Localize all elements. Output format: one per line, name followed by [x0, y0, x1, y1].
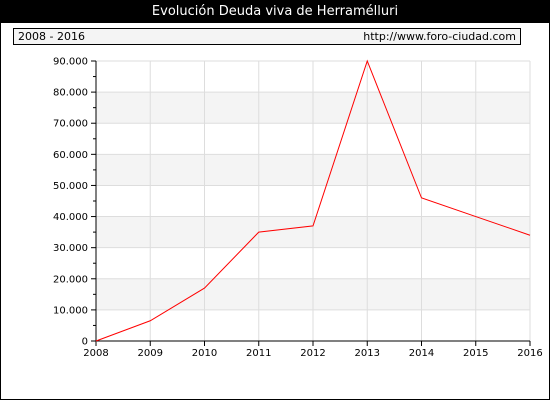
y-tick-label: 0	[82, 337, 88, 348]
y-tick-label: 10.000	[53, 305, 88, 316]
y-tick-label: 30.000	[53, 243, 88, 254]
x-tick-label: 2013	[355, 348, 380, 359]
info-bar: 2008 - 2016 http://www.foro-ciudad.com	[13, 28, 521, 45]
source-url: http://www.foro-ciudad.com	[363, 30, 516, 43]
y-tick-label: 70.000	[53, 119, 88, 130]
chart-title: Evolución Deuda viva de Herramélluri	[1, 1, 549, 23]
y-tick-label: 20.000	[53, 274, 88, 285]
x-tick-label: 2016	[517, 348, 542, 359]
y-tick-label: 50.000	[53, 181, 88, 192]
x-tick-label: 2010	[192, 348, 217, 359]
x-tick-label: 2009	[138, 348, 163, 359]
x-tick-label: 2015	[463, 348, 488, 359]
y-tick-label: 90.000	[53, 57, 88, 68]
series-line	[95, 59, 531, 342]
y-tick-label: 80.000	[53, 88, 88, 99]
x-tick-label: 2014	[409, 348, 434, 359]
y-tick-label: 40.000	[53, 212, 88, 223]
y-tick-label: 60.000	[53, 150, 88, 161]
x-tick-label: 2011	[246, 348, 271, 359]
x-tick-label: 2012	[300, 348, 325, 359]
x-tick-label: 2008	[83, 348, 108, 359]
period-label: 2008 - 2016	[18, 30, 85, 43]
